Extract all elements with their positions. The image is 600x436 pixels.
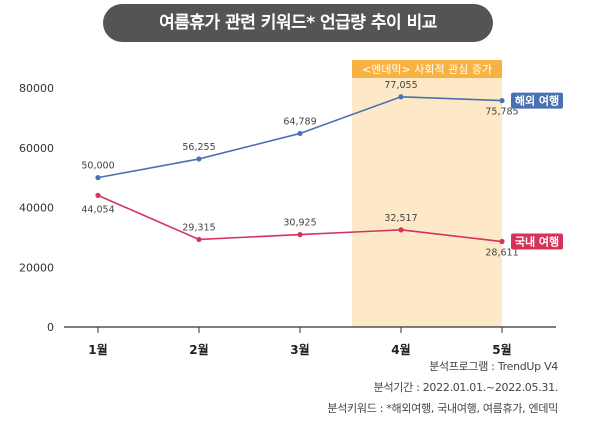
- data-label: 44,054: [81, 204, 114, 215]
- y-tick-label: 20000: [19, 261, 54, 274]
- data-point: [297, 232, 303, 238]
- y-tick-label: 0: [47, 321, 54, 334]
- data-label: 29,315: [182, 222, 215, 233]
- data-point: [398, 227, 404, 233]
- highlight-label-box: [352, 60, 502, 78]
- data-point: [196, 236, 202, 243]
- data-label: 64,789: [283, 116, 316, 127]
- data-point: [297, 130, 303, 137]
- data-label: 77,055: [384, 80, 417, 91]
- series-tag-box: [511, 92, 563, 109]
- footnote-program: 분석프로그램 : TrendUp V4: [429, 360, 558, 373]
- y-tick-label: 60000: [19, 142, 54, 155]
- series-tag-label: 국내 여행: [515, 235, 559, 249]
- footnote-period: 분석기간 : 2022.01.01.~2022.05.31.: [373, 381, 559, 394]
- data-point: [398, 94, 404, 100]
- data-label: 75,785: [485, 107, 518, 118]
- data-point: [95, 175, 101, 181]
- data-point: [196, 156, 202, 162]
- data-label: 32,517: [384, 213, 417, 224]
- x-tick-label: 5월: [492, 342, 511, 357]
- data-point: [499, 238, 505, 245]
- highlight-label: <엔데믹> 사회적 관심 증가: [362, 63, 492, 76]
- y-tick-label: 40000: [19, 202, 54, 215]
- y-tick-label: 80000: [19, 82, 54, 95]
- chart-title: 여름휴가 관련 키워드* 언급량 추이 비교: [103, 4, 493, 42]
- highlight-band: [352, 78, 502, 327]
- x-tick-label: 4월: [391, 342, 410, 357]
- series-tag-box: [511, 233, 563, 250]
- series-tag-label: 해외 여행: [515, 94, 559, 108]
- x-tick-label: 3월: [290, 342, 309, 357]
- data-label: 30,925: [283, 218, 316, 229]
- x-tick-label: 1월: [88, 342, 107, 357]
- data-label: 50,000: [81, 161, 114, 172]
- data-point: [95, 192, 101, 198]
- data-label: 56,255: [182, 142, 215, 153]
- data-point: [499, 97, 505, 104]
- footnote-keywords: 분석키워드 : *해외여행, 국내여행, 여름휴가, 엔데믹: [327, 402, 558, 415]
- x-tick-label: 2월: [189, 342, 208, 357]
- data-label: 28,611: [485, 248, 518, 259]
